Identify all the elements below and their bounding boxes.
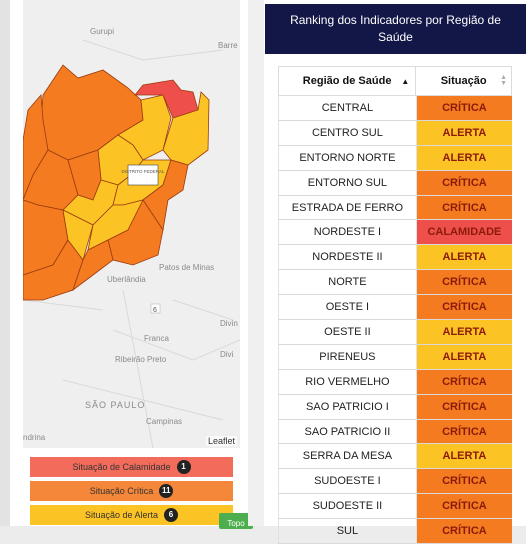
region-name-cell: SUDOESTE II	[278, 494, 417, 519]
status-badge: CALAMIDADE	[416, 220, 512, 245]
table-row[interactable]: NORTE CRÍTICA	[278, 270, 512, 296]
table-row[interactable]: PIRENEUS ALERTA	[278, 344, 512, 370]
ranking-title: Ranking dos Indicadores por Região de Sa…	[290, 13, 501, 44]
region-name-cell: RIO VERMELHO	[278, 369, 417, 394]
table-row[interactable]: SUL CRÍTICA	[278, 519, 512, 544]
region-name-cell: OESTE II	[278, 320, 417, 344]
table-row[interactable]: OESTE I CRÍTICA	[278, 295, 512, 321]
leaflet-attribution[interactable]: Leaflet	[205, 436, 237, 446]
table-row[interactable]: SAO PATRICIO I CRÍTICA	[278, 394, 512, 420]
place-label: Patos de Minas	[159, 263, 214, 272]
region-name-cell: SERRA DA MESA	[278, 444, 417, 469]
place-labels: Gurupi Barre Patos de Minas Uberlândia F…	[23, 27, 238, 442]
legend-count-badge: 11	[159, 484, 174, 498]
status-badge: ALERTA	[416, 320, 512, 344]
table-header-row: Região de Saúde ▲ Situação ▲ ▼	[278, 66, 512, 96]
federal-district-box	[127, 164, 159, 186]
table-row[interactable]: CENTRO SUL ALERTA	[278, 120, 512, 146]
legend-count-badge: 6	[164, 508, 179, 522]
region-name-cell: SAO PATRICIO I	[278, 394, 417, 419]
ranking-header: Ranking dos Indicadores por Região de Sa…	[265, 4, 526, 54]
status-badge: CRÍTICA	[416, 270, 512, 295]
table-row[interactable]: NORDESTE II ALERTA	[278, 245, 512, 271]
column-header-status[interactable]: Situação ▲ ▼	[416, 67, 511, 95]
ranking-table: Região de Saúde ▲ Situação ▲ ▼ CENTRAL CRÍ…	[278, 66, 512, 544]
sort-toggle-icon[interactable]: ▲ ▼	[500, 74, 507, 87]
region-name-cell: PIRENEUS	[278, 344, 417, 369]
status-badge: CRÍTICA	[416, 494, 512, 519]
region-name-cell: SUDOESTE I	[278, 469, 417, 494]
status-badge: CRÍTICA	[416, 394, 512, 419]
region-name-cell: ENTORNO SUL	[278, 170, 417, 195]
region-name-cell: NORDESTE I	[278, 220, 417, 245]
legend-label: Situação de Alerta	[84, 510, 159, 520]
table-row[interactable]: ENTORNO SUL CRÍTICA	[278, 170, 512, 196]
road-shield	[150, 303, 161, 314]
region-name-cell: SUL	[278, 519, 417, 544]
place-label: Divi	[220, 350, 234, 359]
status-badge: ALERTA	[416, 344, 512, 369]
table-row[interactable]: SUDOESTE II CRÍTICA	[278, 494, 512, 520]
road-shield-label: 6	[153, 307, 157, 314]
region-name-cell: ENTORNO NORTE	[278, 145, 417, 170]
region-name-cell: NORDESTE II	[278, 245, 417, 270]
table-row[interactable]: SERRA DA MESA ALERTA	[278, 444, 512, 470]
region-name-cell: NORTE	[278, 270, 417, 295]
legend-label: Situação Crítica	[89, 486, 154, 496]
status-badge: CRÍTICA	[416, 469, 512, 494]
status-badge: CRÍTICA	[416, 369, 512, 394]
status-badge: CRÍTICA	[416, 519, 512, 544]
table-row[interactable]: OESTE II ALERTA	[278, 320, 512, 345]
basemap-roads	[23, 39, 240, 448]
status-badge: ALERTA	[416, 120, 512, 145]
health-region-map[interactable]: DISTRITO FEDERAL Gurupi Barre Patos de M…	[23, 0, 240, 448]
region-name-cell: CENTRAL	[278, 96, 417, 120]
column-gap	[248, 0, 264, 526]
column-header-region[interactable]: Região de Saúde ▲	[279, 67, 417, 95]
table-row[interactable]: ESTRADA DE FERRO CRÍTICA	[278, 195, 512, 221]
legend-critica: Situação Crítica 11	[30, 481, 233, 501]
legend-count-badge: 1	[176, 460, 191, 474]
map-canvas[interactable]: DISTRITO FEDERAL Gurupi Barre Patos de M…	[23, 0, 240, 448]
place-label: ndrina	[23, 433, 46, 442]
legend-alerta: Situação de Alerta 6	[30, 505, 233, 525]
table-row[interactable]: CENTRAL CRÍTICA	[278, 96, 512, 121]
place-label: Ribeirão Preto	[115, 355, 167, 364]
status-badge: ALERTA	[416, 145, 512, 170]
table-row[interactable]: SUDOESTE I CRÍTICA	[278, 469, 512, 495]
region-name-cell: SAO PATRICIO II	[278, 419, 417, 444]
sort-ascending-icon[interactable]: ▲	[401, 76, 410, 86]
federal-district-label: DISTRITO FEDERAL	[122, 169, 165, 174]
legend-label: Situação de Calamidade	[72, 462, 171, 472]
table-body: CENTRAL CRÍTICA CENTRO SUL ALERTA ENTORNO NO…	[278, 96, 512, 544]
table-row[interactable]: RIO VERMELHO CRÍTICA	[278, 369, 512, 395]
place-label: Divin	[220, 319, 238, 328]
status-badge: CRÍTICA	[416, 295, 512, 320]
region-name-cell: CENTRO SUL	[278, 120, 417, 145]
table-row[interactable]: NORDESTE I CALAMIDADE	[278, 220, 512, 246]
place-label: Barre	[218, 41, 238, 50]
status-badge: CRÍTICA	[416, 96, 512, 120]
back-to-top-button[interactable]: Topo	[219, 513, 253, 529]
status-badge: CRÍTICA	[416, 419, 512, 444]
status-badge: CRÍTICA	[416, 195, 512, 220]
region-name-cell: OESTE I	[278, 295, 417, 320]
place-label: SÃO PAULO	[85, 400, 145, 410]
table-row[interactable]: ENTORNO NORTE ALERTA	[278, 145, 512, 171]
column-header-label: Região de Saúde	[302, 75, 392, 87]
left-edge-strip	[0, 0, 10, 526]
place-label: Campinas	[146, 417, 182, 426]
place-label: Franca	[144, 334, 169, 343]
region-name-cell: ESTRADA DE FERRO	[278, 195, 417, 220]
place-label: Gurupi	[90, 27, 114, 36]
status-badge: ALERTA	[416, 245, 512, 270]
table-row[interactable]: SAO PATRICIO II CRÍTICA	[278, 419, 512, 445]
legend-calamidade: Situação de Calamidade 1	[30, 457, 233, 477]
status-badge: CRÍTICA	[416, 170, 512, 195]
column-header-label: Situação	[440, 75, 487, 87]
place-label: Uberlândia	[107, 275, 146, 284]
status-badge: ALERTA	[416, 444, 512, 469]
